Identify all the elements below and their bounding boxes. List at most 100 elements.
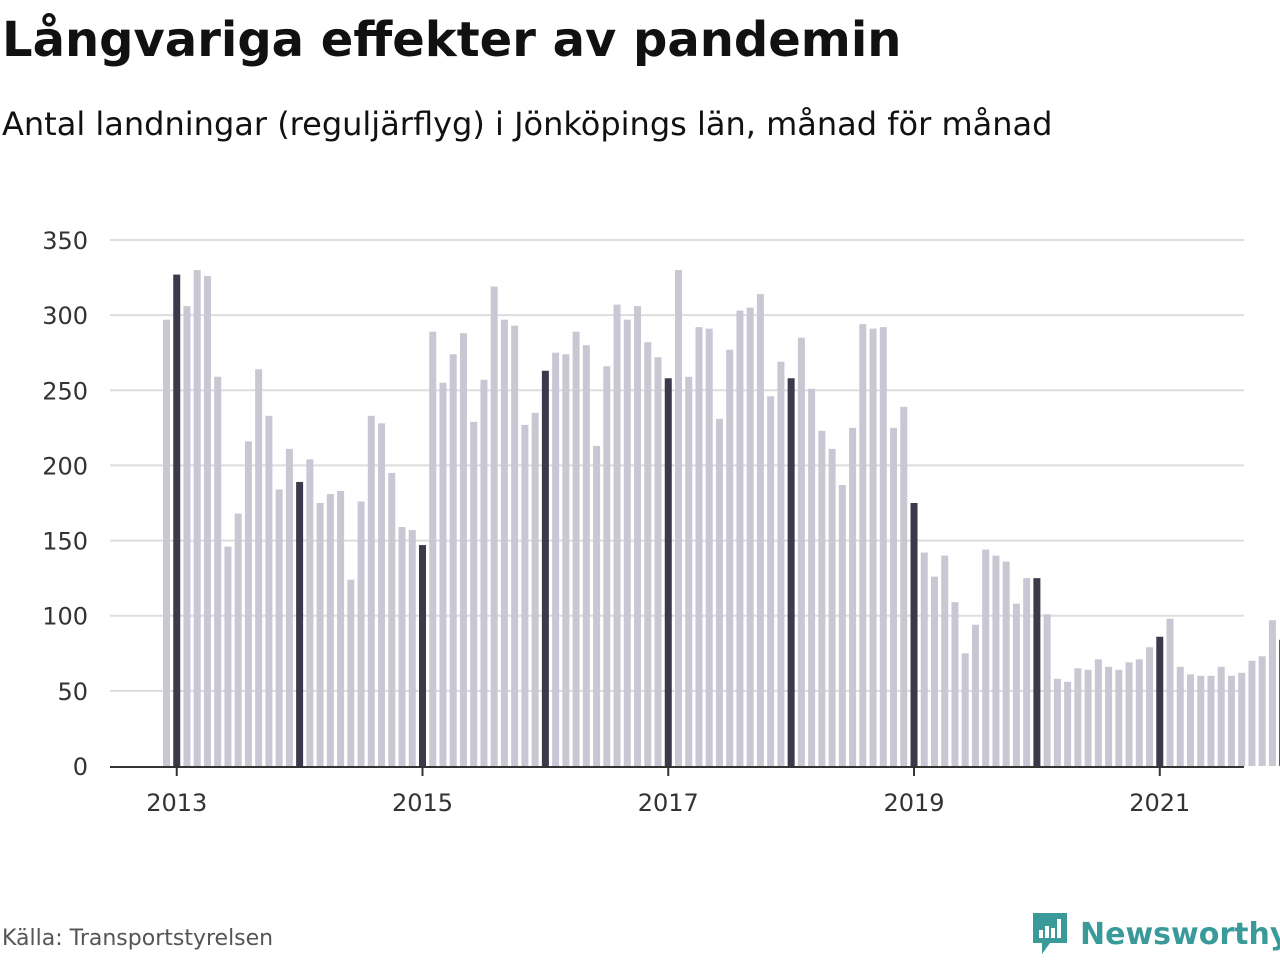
bar-2020-07 (1094, 659, 1102, 766)
x-tick-label: 2017 (638, 789, 699, 817)
bar-2019-11 (1012, 603, 1020, 766)
bar-2020-05 (1074, 668, 1082, 766)
bar-2013-11 (275, 489, 283, 766)
chart-title: Långvariga effekter av pandemin (2, 12, 902, 68)
x-tick-label: 2015 (392, 789, 453, 817)
x-axis-ticks: 201320152017201920212023 (146, 767, 1190, 817)
bar-2018-10 (879, 327, 887, 766)
bar-2021-02 (1166, 618, 1174, 766)
bar-2015-04 (449, 354, 457, 766)
y-tick-label: 0 (73, 753, 88, 781)
bar-2020-10 (1125, 662, 1133, 766)
bar-2014-02 (306, 459, 314, 766)
bar-2013-12 (285, 448, 293, 766)
bar-2016-02 (552, 352, 560, 766)
bar-2014-12 (408, 530, 416, 766)
bar-2015-12 (531, 412, 539, 766)
source-note: Källa: Transportstyrelsen (2, 926, 274, 951)
bar-2017-01 (664, 378, 672, 766)
bar-2020-02 (1043, 614, 1051, 766)
y-tick-label: 100 (42, 603, 88, 631)
bar-2018-12 (900, 406, 908, 766)
bar-2014-04 (326, 493, 334, 766)
bar-2020-01 (1033, 578, 1041, 766)
bar-2018-03 (808, 388, 816, 766)
bar-2018-06 (838, 484, 846, 766)
bar-2014-01 (296, 481, 304, 766)
y-axis-ticks: 0 50 100 150 200 250 300 350 (42, 227, 88, 781)
bar-2019-10 (1002, 561, 1010, 766)
y-tick-label: 50 (57, 678, 88, 706)
bar-2017-06 (715, 418, 723, 766)
bar-2015-09 (500, 319, 508, 766)
bar-2015-01 (419, 545, 426, 766)
bar-2016-09 (623, 319, 631, 766)
bar-2012-12 (163, 319, 170, 766)
bar-2020-11 (1135, 659, 1143, 766)
bar-2015-07 (480, 379, 488, 766)
bar-2015-06 (470, 421, 478, 766)
bar-2020-04 (1064, 681, 1072, 766)
bar-2015-02 (429, 331, 437, 766)
bar-2016-01 (541, 370, 549, 766)
bar-2019-01 (910, 503, 918, 766)
bar-2016-05 (582, 345, 590, 766)
bar-2017-07 (726, 349, 734, 766)
bar-2020-06 (1084, 669, 1092, 766)
chart-subtitle: Antal landningar (reguljärflyg) i Jönköp… (2, 105, 1053, 143)
newsworthy-logo-icon (1033, 913, 1067, 954)
bar-2021-08 (1227, 675, 1235, 766)
bar-2014-06 (347, 579, 355, 766)
bar-2018-07 (849, 427, 857, 766)
bar-2020-03 (1053, 678, 1061, 766)
x-tick-label: 2019 (883, 789, 944, 817)
bar-2020-12 (1146, 647, 1154, 766)
x-tick-label: 2013 (146, 789, 207, 817)
bar-2016-12 (654, 357, 662, 766)
bar-2016-08 (613, 304, 621, 766)
bar-2014-09 (378, 423, 386, 766)
bar-2016-07 (603, 366, 611, 766)
bar-2017-05 (705, 328, 713, 766)
bar-2017-04 (695, 327, 703, 766)
bar-2018-02 (797, 337, 805, 766)
bar-2013-02 (183, 306, 191, 766)
bar-2013-06 (224, 546, 232, 766)
bar-2015-05 (459, 333, 467, 766)
bar-2017-03 (685, 376, 693, 766)
bar-2019-02 (920, 552, 928, 766)
bar-2021-05 (1197, 675, 1205, 766)
bar-2013-08 (244, 441, 252, 766)
bar-2019-05 (951, 602, 959, 766)
bar-chart: 0 50 100 150 200 250 300 350 2013 2015 2017 2019 20… (42, 227, 1280, 817)
bar-2013-01 (173, 274, 181, 766)
bar-2016-03 (562, 354, 570, 766)
bar-2021-11 (1258, 656, 1266, 766)
bar-2013-03 (193, 270, 201, 766)
bar-2018-09 (869, 328, 877, 766)
bar-2014-05 (337, 490, 345, 766)
bar-2019-03 (931, 576, 938, 766)
y-tick-label: 350 (42, 227, 88, 255)
bar-2016-06 (593, 445, 601, 766)
bar-2017-11 (767, 396, 775, 766)
bar-2019-08 (982, 549, 990, 766)
bar-2018-05 (828, 448, 836, 766)
bar-2021-07 (1217, 666, 1225, 766)
bar-2018-04 (818, 430, 826, 766)
bar-2021-03 (1176, 666, 1184, 766)
x-tick-label: 2021 (1129, 789, 1190, 817)
bar-2020-09 (1115, 669, 1123, 766)
bar-2019-12 (1023, 578, 1031, 766)
bar-2015-11 (521, 424, 529, 766)
bar-2013-07 (234, 513, 242, 766)
bar-2017-02 (675, 270, 682, 766)
brand: Newsworthy (1030, 908, 1280, 960)
bar-2019-04 (941, 555, 949, 766)
y-tick-label: 300 (42, 302, 88, 330)
bars (163, 270, 1280, 766)
bar-2017-09 (746, 307, 754, 766)
bar-2015-10 (511, 325, 519, 766)
bar-2016-04 (572, 331, 580, 766)
y-tick-label: 150 (42, 528, 88, 556)
